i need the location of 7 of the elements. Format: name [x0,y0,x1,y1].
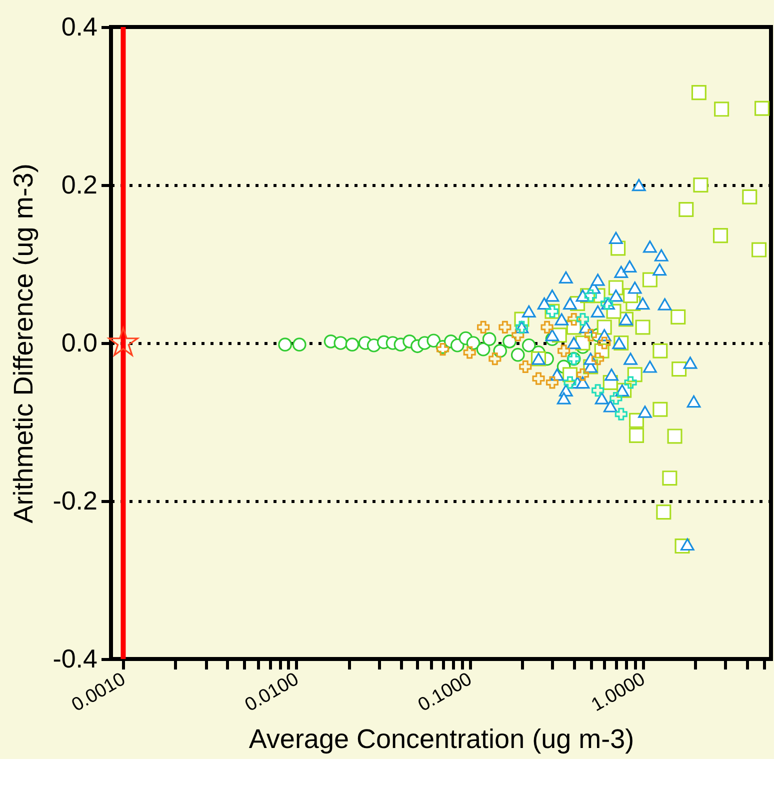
y-tick-label: 0.0 [61,328,98,358]
x-axis-title: Average Concentration (ug m-3) [248,724,634,754]
y-tick-label: 0.2 [61,170,98,200]
y-tick-label: -0.2 [52,486,98,516]
y-tick-label: -0.4 [52,644,98,674]
y-tick-label: 0.4 [61,12,98,42]
y-axis-title: Arithmetic Difference (ug m-3) [8,164,39,524]
